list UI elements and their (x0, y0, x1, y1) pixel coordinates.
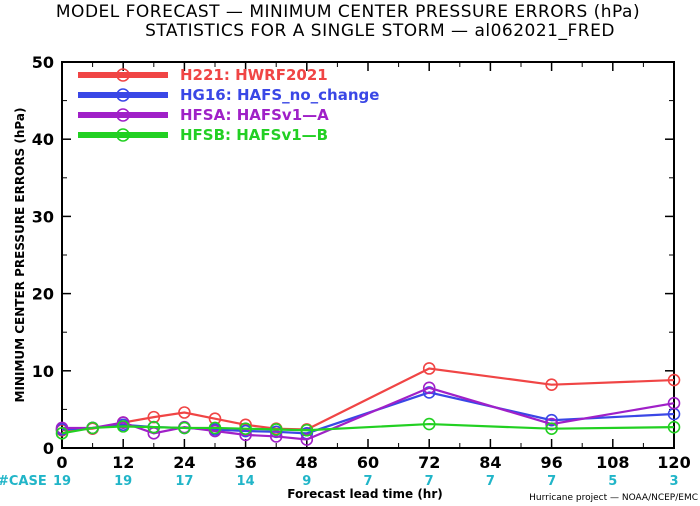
x-tick-label: 120 (657, 453, 690, 472)
y-tick-label: 50 (32, 53, 54, 72)
x-tick-label: 84 (479, 453, 501, 472)
data-point (116, 416, 130, 429)
y-tick-label: 40 (32, 130, 54, 149)
data-point (55, 427, 69, 440)
case-count: 7 (425, 474, 434, 489)
data-point (667, 373, 681, 387)
x-tick-label: 36 (234, 453, 256, 472)
x-tick-label: 0 (56, 453, 67, 472)
case-count: 17 (175, 474, 193, 489)
case-count: 7 (547, 474, 556, 489)
legend-label: HG16: HAFS_no_change (180, 86, 379, 104)
data-point (147, 410, 161, 424)
data-point (545, 378, 558, 391)
credit-text: Hurricane project — NOAA/NCEP/EMC (529, 493, 698, 503)
data-point (147, 420, 161, 434)
axis-ticks: 0 12 24 36 48 60 72 84 96 108 120 0 10 20 30 40 50 (32, 53, 691, 472)
data-point (422, 381, 436, 395)
series-line-2 (62, 386, 675, 441)
x-tick-label: 48 (296, 453, 318, 472)
data-point (239, 422, 252, 436)
chart-subtitle: STATISTICS FOR A SINGLE STORM — al062021… (145, 21, 615, 41)
data-point (86, 421, 99, 435)
data-point (208, 421, 222, 435)
y-tick-label: 30 (32, 207, 54, 226)
case-count: 9 (302, 474, 311, 489)
data-point (300, 433, 314, 446)
data-point (55, 421, 69, 435)
x-axis-label: Forecast lead time (hr) (287, 487, 443, 501)
case-count: 5 (608, 474, 617, 489)
legend-marker (116, 128, 130, 142)
y-tick-label: 0 (43, 439, 54, 458)
data-point (208, 424, 222, 438)
case-count: 19 (53, 474, 71, 489)
data-point (667, 420, 681, 434)
legend-label: HFSA: HAFSv1—A (180, 106, 329, 124)
case-count: 14 (237, 474, 255, 489)
data-point (116, 420, 130, 433)
x-tick-label: 72 (418, 453, 440, 472)
data-point (269, 430, 283, 443)
y-axis-label: MINIMUM CENTER PRESSURE ERRORS (hPa) (13, 108, 27, 403)
case-label: #CASE (0, 474, 47, 489)
x-tick-label: 96 (540, 453, 562, 472)
case-counts: 19 19 17 14 9 7 7 7 7 5 3 (53, 474, 679, 489)
data-point (300, 423, 314, 437)
data-point (545, 422, 558, 436)
series-layer (55, 362, 681, 446)
y-tick-label: 10 (32, 362, 54, 381)
case-count: 19 (114, 474, 132, 489)
legend-label: HFSB: HAFSv1—B (180, 126, 328, 144)
x-tick-label: 12 (112, 453, 134, 472)
case-count: 7 (486, 474, 495, 489)
plot-frame (61, 61, 675, 449)
data-point (667, 396, 681, 410)
data-point (422, 362, 436, 375)
data-point (178, 406, 191, 419)
data-point (545, 413, 558, 427)
x-tick-label: 60 (357, 453, 379, 472)
x-tick-label: 24 (173, 453, 195, 472)
legend-marker (116, 108, 130, 122)
data-point (178, 421, 191, 435)
case-count: 7 (363, 474, 372, 489)
legend-marker (116, 68, 130, 82)
data-point (269, 423, 283, 436)
legend-marker (116, 88, 130, 102)
legend: H221: HWRF2021 HG16: HAFS_no_change HFSA: … (78, 66, 379, 144)
data-point (422, 417, 436, 431)
y-tick-label: 20 (32, 285, 54, 304)
legend-label: H221: HWRF2021 (180, 66, 328, 84)
case-count: 3 (669, 474, 678, 489)
x-tick-label: 108 (596, 453, 629, 472)
chart-title: MODEL FORECAST — MINIMUM CENTER PRESSURE… (56, 2, 640, 22)
